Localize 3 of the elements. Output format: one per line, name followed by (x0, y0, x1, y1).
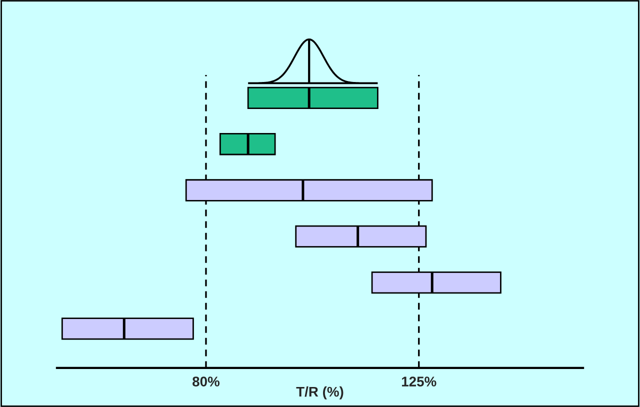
x-tick-label: 125% (402, 376, 436, 386)
x-axis-title: T/R (%) (296, 386, 344, 400)
x-tick-label: 80% (192, 376, 220, 386)
